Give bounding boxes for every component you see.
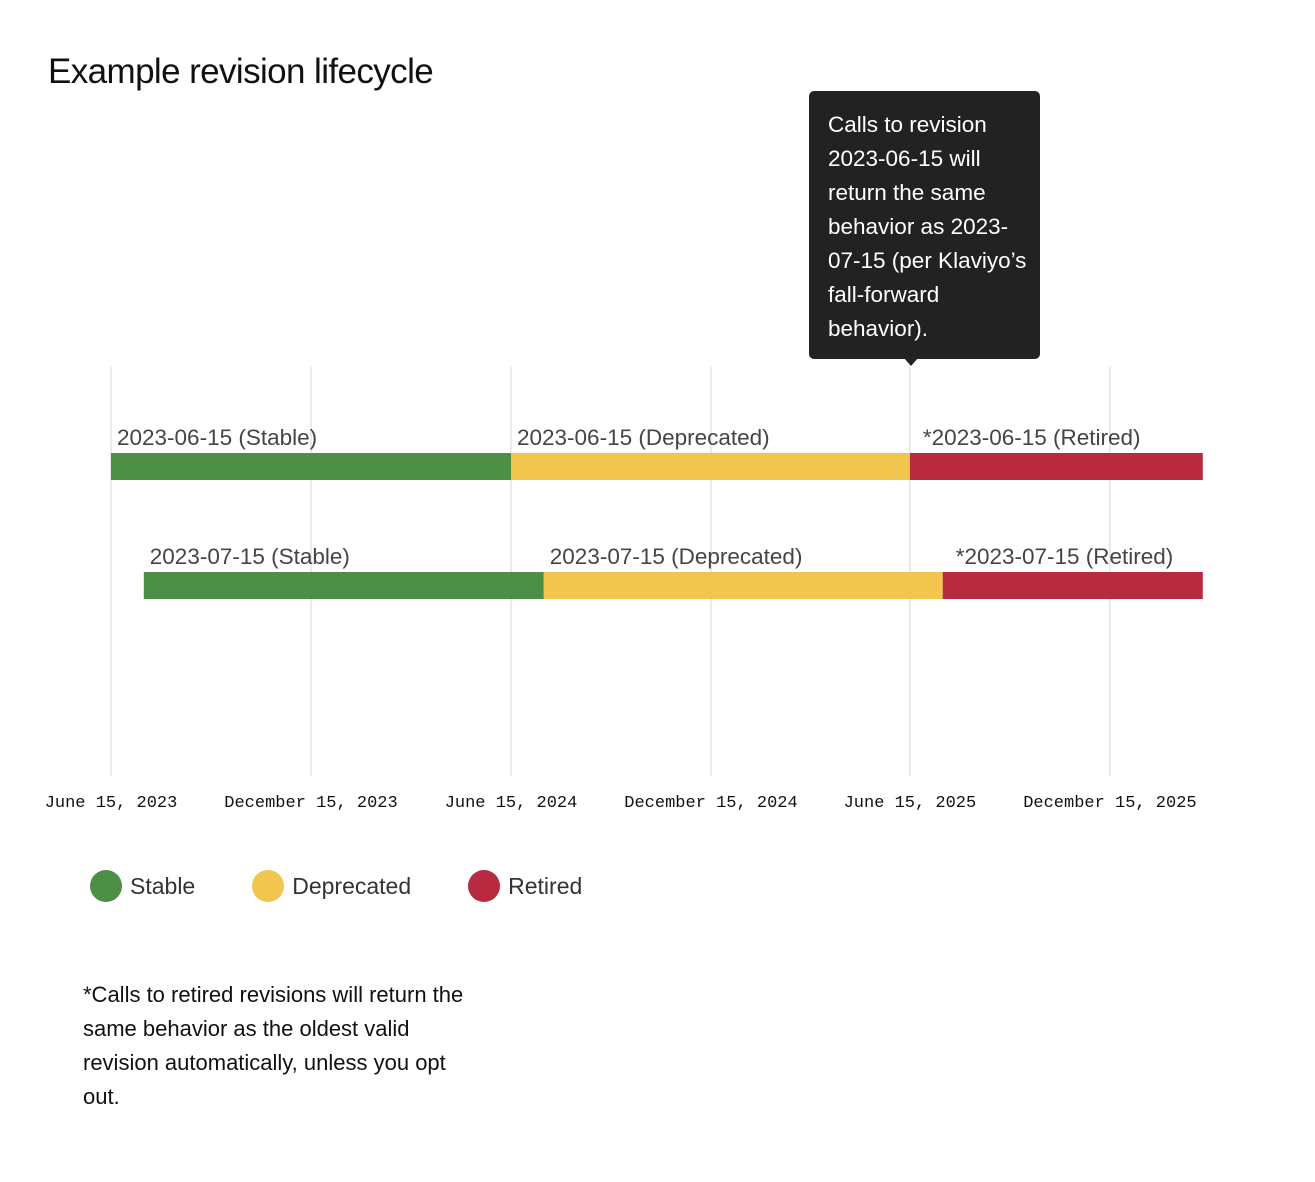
bar-2023-06-15-retired	[909, 453, 1203, 480]
bar-2023-07-15-deprecated	[543, 572, 943, 599]
gridlines	[110, 367, 1111, 776]
bar-label-2023-07-15-deprecated: 2023-07-15 (Deprecated)	[550, 544, 803, 569]
x-axis-ticks: June 15, 2023 December 15, 2023 June 15, 2…	[45, 794, 1197, 813]
legend: Stable Deprecated Retired	[90, 870, 639, 902]
x-tick-label: December 15, 2025	[1023, 794, 1196, 813]
bar-label-2023-06-15-stable: 2023-06-15 (Stable)	[117, 425, 317, 450]
bar-label-2023-07-15-stable: 2023-07-15 (Stable)	[150, 544, 350, 569]
chart-title: Example revision lifecycle	[48, 52, 434, 91]
legend-label-deprecated: Deprecated	[292, 872, 412, 899]
bar-2023-06-15-deprecated	[511, 453, 910, 480]
retired-swatch-icon	[468, 870, 501, 902]
tooltip-text: Calls to revision 2023-06-15 will return…	[828, 112, 1027, 341]
legend-item-retired: Retired	[468, 870, 582, 902]
tooltip-pointer	[904, 358, 918, 366]
bar-2023-07-15-retired	[942, 572, 1203, 599]
bars	[111, 453, 1203, 599]
bar-2023-07-15-stable	[143, 572, 544, 599]
legend-item-stable: Stable	[90, 870, 195, 902]
x-tick-label: June 15, 2024	[445, 794, 578, 813]
bar-label-2023-06-15-retired: *2023-06-15 (Retired)	[923, 425, 1141, 450]
stable-swatch-icon	[90, 870, 122, 902]
bar-2023-06-15-stable	[111, 453, 511, 480]
x-tick-label: December 15, 2024	[624, 794, 797, 813]
bar-label-2023-07-15-retired: *2023-07-15 (Retired)	[956, 544, 1174, 569]
bar-label-2023-06-15-deprecated: 2023-06-15 (Deprecated)	[517, 425, 770, 450]
x-tick-label: December 15, 2023	[224, 794, 397, 813]
legend-label-retired: Retired	[508, 872, 583, 899]
deprecated-swatch-icon	[252, 870, 285, 902]
x-tick-label: June 15, 2025	[844, 794, 977, 813]
legend-item-deprecated: Deprecated	[252, 870, 411, 902]
fall-forward-tooltip: Calls to revision 2023-06-15 will return…	[809, 91, 1040, 359]
legend-label-stable: Stable	[130, 872, 196, 899]
bar-labels: 2023-06-15 (Stable) 2023-06-15 (Deprecate…	[117, 425, 1173, 569]
retired-footnote: *Calls to retired revisions will return …	[83, 982, 464, 1109]
x-tick-label: June 15, 2023	[45, 794, 178, 813]
